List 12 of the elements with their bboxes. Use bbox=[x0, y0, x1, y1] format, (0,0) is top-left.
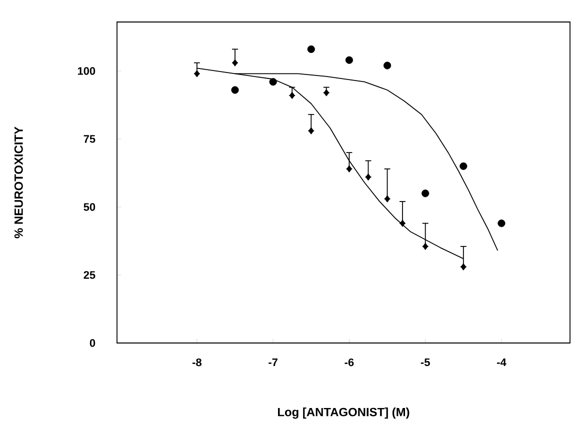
y-tick-label: 50 bbox=[84, 203, 96, 211]
x-tick-label: -7 bbox=[268, 358, 278, 366]
y-axis-title: % NEUROTOXICITY bbox=[14, 126, 23, 238]
x-tick-label: -4 bbox=[497, 358, 506, 366]
x-tick-label: -5 bbox=[420, 358, 430, 366]
y-tick-label: 0 bbox=[90, 339, 96, 347]
x-tick-label: -6 bbox=[344, 358, 354, 366]
x-tick-label: -8 bbox=[192, 358, 202, 366]
y-tick-label: 75 bbox=[84, 135, 96, 143]
y-tick-label: 100 bbox=[78, 67, 96, 75]
y-tick-label: 25 bbox=[84, 271, 96, 279]
x-axis-title: Log [ANTAGONIST] (M) bbox=[278, 408, 410, 419]
